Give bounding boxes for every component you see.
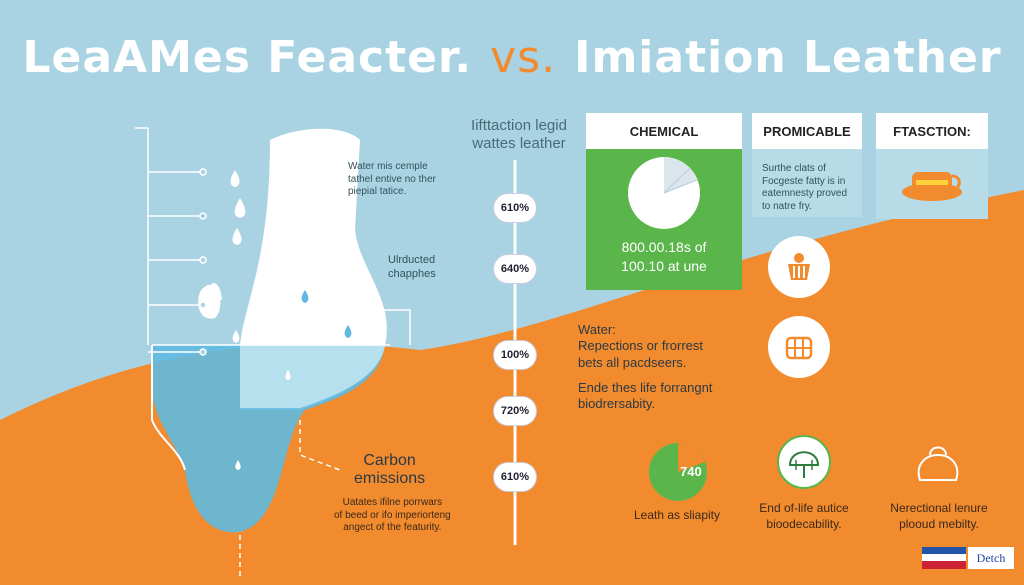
footer-biodegradability: End of-life autice bioodecability.	[744, 501, 864, 532]
page-title: LeaAMes Feacter. vs. Imiation Leather	[0, 32, 1024, 83]
crate-icon	[768, 316, 830, 378]
language-button[interactable]: Detch	[976, 550, 1006, 565]
chemical-card-values: 800.00.18s of 100.10 at une	[586, 238, 742, 276]
water-impact-text: Water: Repections or frorrest bets all p…	[578, 322, 703, 371]
carbon-emissions-label: Carbon emissions	[354, 452, 425, 489]
fraction-card-header: FTASCTION:	[876, 113, 988, 149]
basket-icon	[768, 236, 830, 298]
note-line: piepial tatice.	[348, 186, 407, 197]
scale-marker: 610%	[493, 462, 537, 492]
chemical-value-line: 800.00.18s of	[621, 239, 707, 255]
end-life-line: Ende thes life forrangnt	[578, 380, 713, 395]
scale-marker: 640%	[493, 254, 537, 284]
water-line: bets all pacdseers.	[578, 354, 687, 370]
note-line: eatemnesty proved	[762, 188, 848, 199]
carbon-line: emissions	[354, 470, 426, 488]
center-heading-line: Iifttaction legid	[471, 117, 567, 134]
note-line: Focgeste fatty is in	[762, 175, 846, 187]
note-line: angect of the featurity.	[343, 522, 442, 533]
title-left: LeaAMes Feacter.	[22, 32, 473, 83]
center-heading: Iifttaction legid wattes leather	[464, 117, 574, 153]
footer-durability: Leath as sliapity	[633, 508, 721, 522]
water-label: Water:	[578, 322, 616, 337]
footer-line: End of-life autice	[759, 501, 849, 515]
scale-marker: 100%	[493, 340, 537, 370]
center-heading-line: wattes leather	[472, 135, 566, 152]
note-line: Water mis cemple	[348, 161, 428, 172]
scale-marker: 610%	[493, 193, 537, 223]
note-line: Uatates ifilne porrwars	[342, 497, 443, 508]
note-line: of beed or ifo imperiorteng	[334, 509, 451, 521]
water-note: Water mis cemple tathel entive no ther p…	[348, 161, 436, 199]
prominent-card-header: PROMICABLE	[752, 113, 862, 149]
note-line: Surthe clats of	[762, 163, 826, 174]
end-life-line: biodrersabity.	[578, 396, 656, 412]
title-right: Imiation Leather	[574, 32, 1002, 83]
chemical-card-header: CHEMICAL	[586, 113, 742, 149]
note-line: chapphes	[388, 267, 436, 280]
footer-line: Nerectional lenure	[890, 501, 988, 515]
note-line: Ulrducted	[388, 254, 436, 266]
badge-value: 740	[680, 464, 702, 479]
note-line: to natre fry.	[762, 200, 812, 212]
footer-line: plooud mebilty.	[899, 516, 979, 531]
end-of-life-text: Ende thes life forrangnt biodrersabity.	[578, 380, 712, 413]
footer-mobility: Nerectional lenure plooud mebilty.	[874, 501, 1004, 532]
title-vs: vs.	[490, 32, 557, 83]
note-line: tathel entive no ther	[348, 173, 436, 185]
footer-line: bioodecability.	[766, 516, 842, 531]
impact-note: Uatates ifilne porrwars of beed or ifo i…	[334, 497, 451, 535]
reduced-note: Ulrducted chapphes	[388, 254, 436, 282]
leather-vessel-illustration	[151, 128, 390, 533]
carbon-line: Carbon	[363, 452, 416, 469]
scale-marker: 720%	[493, 396, 537, 426]
prominent-card-text: Surthe clats of Focgeste fatty is in eat…	[762, 163, 860, 213]
chemical-value-line: 100.10 at une	[621, 257, 707, 274]
water-line: Repections or frorrest	[578, 338, 703, 354]
